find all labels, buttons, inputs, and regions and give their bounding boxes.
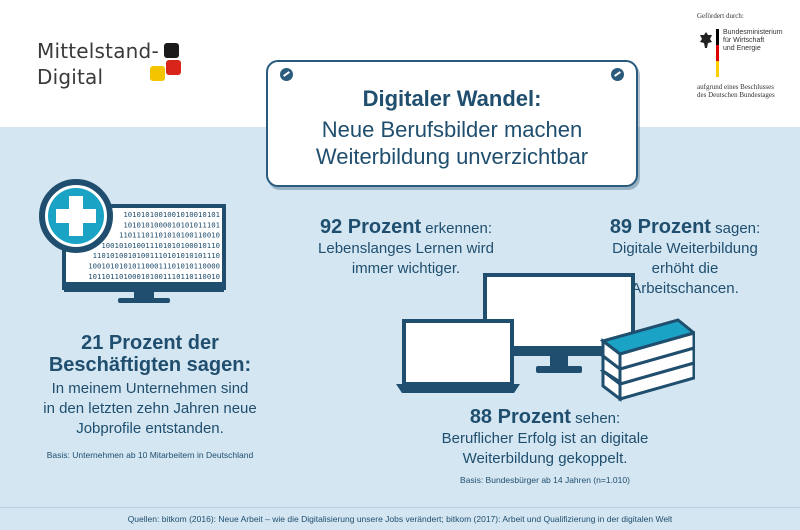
binary-line: 101101101000101001110110110010 bbox=[88, 272, 220, 281]
title-line-2: Neue Berufsbilder machen bbox=[321, 117, 583, 142]
flag-stripe-gold bbox=[716, 61, 719, 77]
monitor-stand bbox=[118, 298, 170, 303]
plus-icon-h bbox=[56, 209, 96, 223]
stat-21-text-3: Jobprofile entstanden. bbox=[76, 420, 224, 437]
stat-92-text-2: immer wichtiger. bbox=[351, 260, 461, 277]
title-line-3: Weiterbildung unverzichtbar bbox=[315, 144, 589, 169]
stat-21-basis: Basis: Unternehmen ab 10 Mitarbeitern in… bbox=[46, 450, 254, 460]
bundestag-decision: aufgrund eines Beschlusses des Deutschen… bbox=[697, 83, 775, 99]
binary-line: 11011101101010100110010 bbox=[119, 231, 220, 240]
desktop-monitor-stand bbox=[536, 366, 582, 373]
binary-code-text: 1010101001001010010101101010100001010101… bbox=[88, 210, 220, 281]
stat-21-text-1: In meinem Unternehmen sind bbox=[51, 380, 249, 397]
stat-92-text-1: Lebenslanges Lernen wird bbox=[318, 240, 494, 257]
title-line-1: Digitaler Wandel: bbox=[362, 86, 542, 111]
binary-line: 1010101000010101011101 bbox=[123, 220, 220, 229]
screw-icon bbox=[611, 68, 624, 81]
stat-88-percent: 88 Prozent sehen: Beruflicher Erfolg ist… bbox=[395, 406, 695, 485]
stat-89-text-3: Arbeitschancen. bbox=[631, 280, 739, 297]
binary-line: 100101010011101010100010110 bbox=[101, 241, 220, 250]
devices-illustration bbox=[396, 273, 695, 403]
logo-square-red bbox=[166, 60, 181, 75]
title-sign: Digitaler Wandel: Neue Berufsbilder mach… bbox=[266, 60, 638, 187]
stat-92-verb: erkennen: bbox=[421, 220, 493, 237]
flag-stripe-red bbox=[716, 45, 719, 61]
desktop-monitor-neck bbox=[550, 356, 568, 366]
monitor-neck bbox=[134, 292, 154, 298]
stat-92-percent: 92 Prozent erkennen: Lebenslanges Lernen… bbox=[286, 216, 526, 279]
funding-block: Gefördert durch: Bundesministerium für W… bbox=[697, 12, 797, 99]
logo-square-black bbox=[164, 43, 179, 58]
federal-eagle-icon bbox=[700, 32, 712, 48]
stat-92-headline: 92 Prozent bbox=[319, 216, 422, 238]
logo-line-2: Digital bbox=[37, 65, 104, 89]
stat-88-headline: 88 Prozent bbox=[469, 406, 571, 428]
stat-88-basis: Basis: Bundesbürger ab 14 Jahren (n=1.01… bbox=[460, 475, 630, 485]
logo-square-yellow bbox=[150, 66, 165, 81]
logo-squares-icon bbox=[150, 43, 190, 83]
desktop-monitor-bezel bbox=[485, 346, 633, 356]
german-flag-icon bbox=[716, 29, 719, 77]
monitor-bezel bbox=[64, 282, 224, 292]
ministry-logo: Bundesministerium für Wirtschaft und Ene… bbox=[697, 29, 797, 79]
sources-footer: Quellen: bitkom (2016): Neue Arbeit – wi… bbox=[0, 507, 800, 530]
stat-21-percent: 21 Prozent der Beschäftigten sagen: In m… bbox=[20, 332, 280, 460]
binary-line: 1010101001001010010101 bbox=[123, 210, 220, 219]
flag-stripe-black bbox=[716, 29, 719, 45]
ministry-name: Bundesministerium für Wirtschaft und Ene… bbox=[723, 29, 783, 52]
books-stack-icon bbox=[599, 318, 695, 403]
monitor-binary-illustration: 1010101001001010010101101010100001010101… bbox=[39, 179, 226, 303]
binary-line: 11010100101001110101010101110 bbox=[93, 251, 220, 260]
binary-line: 100101010101100011101010110000 bbox=[88, 262, 220, 271]
stat-21-headline-2: Beschäftigten sagen: bbox=[48, 354, 252, 376]
screw-icon bbox=[280, 68, 293, 81]
stat-89-verb: sagen: bbox=[710, 220, 761, 237]
logo-line-1: Mittelstand- bbox=[37, 39, 159, 63]
laptop-screen bbox=[402, 319, 514, 386]
stat-21-text-2: in den letzten zehn Jahren neue bbox=[43, 400, 257, 417]
laptop-base bbox=[396, 384, 520, 393]
stat-89-percent: 89 Prozent sagen: Digitale Weiterbildung… bbox=[580, 216, 790, 299]
mittelstand-digital-logo: Mittelstand- Digital bbox=[37, 38, 159, 90]
stat-89-headline: 89 Prozent bbox=[609, 216, 711, 238]
funding-label: Gefördert durch: bbox=[697, 12, 744, 20]
stat-89-text-2: erhöht die bbox=[651, 260, 719, 277]
stat-21-headline-1: 21 Prozent der bbox=[81, 332, 219, 354]
stat-88-text-1: Beruflicher Erfolg ist an digitale bbox=[441, 430, 649, 447]
stat-89-text-1: Digitale Weiterbildung bbox=[612, 240, 758, 257]
stat-88-verb: sehen: bbox=[570, 410, 621, 427]
stat-88-text-2: Weiterbildung gekoppelt. bbox=[462, 450, 628, 467]
